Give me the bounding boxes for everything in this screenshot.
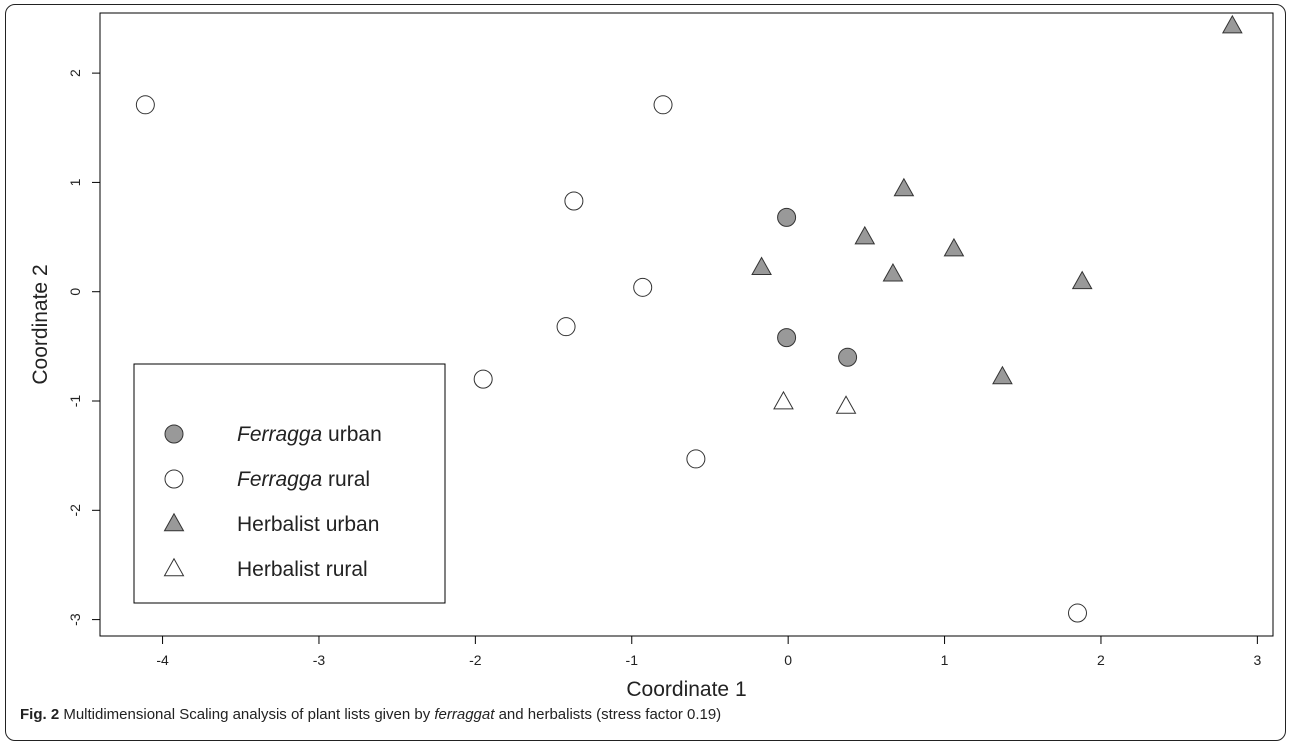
y-tick-label: 0 <box>67 288 83 296</box>
data-point-circle <box>1068 603 1087 623</box>
legend-marker <box>164 469 184 489</box>
data-point-triangle <box>1071 270 1093 290</box>
x-tick-label: -1 <box>626 652 639 668</box>
data-point-triangle <box>893 177 915 197</box>
data-point-circle <box>564 191 584 211</box>
figure-caption: Fig. 2 Multidimensional Scaling analysis… <box>20 706 721 723</box>
data-point-triangle <box>773 390 794 410</box>
y-tick-label: -3 <box>67 613 83 626</box>
data-point-circle <box>653 95 673 115</box>
x-tick-label: -2 <box>469 652 482 668</box>
legend-entry-label: Herbalist rural <box>237 558 368 581</box>
caption-label: Fig. 2 <box>20 706 60 723</box>
x-tick-label: 1 <box>941 652 949 668</box>
data-point-circle <box>777 207 797 227</box>
legend-marker <box>164 424 184 444</box>
x-axis-label: Coordinate 1 <box>626 678 746 701</box>
caption-text-before: Multidimensional Scaling analysis of pla… <box>59 706 435 723</box>
legend-entry-label: Herbalist urban <box>237 513 379 536</box>
data-point-circle <box>135 95 155 115</box>
y-tick-label: 2 <box>67 69 83 77</box>
data-point-triangle <box>882 262 904 282</box>
legend-entry-label: Ferragga urban <box>237 423 382 446</box>
data-point-triangle <box>943 237 965 257</box>
y-tick-label: -2 <box>67 504 83 517</box>
x-tick-label: 2 <box>1097 652 1105 668</box>
legend-marker <box>163 512 185 532</box>
data-point-circle <box>556 317 576 337</box>
x-tick-label: -4 <box>156 652 169 668</box>
y-tick-label: -1 <box>67 395 83 408</box>
x-tick-label: -3 <box>313 652 326 668</box>
data-point-circle <box>686 449 706 469</box>
legend-box <box>133 363 446 604</box>
legend-marker <box>163 557 185 577</box>
data-point-circle <box>633 277 653 297</box>
data-point-circle <box>473 369 493 389</box>
x-tick-label: 3 <box>1253 652 1261 668</box>
data-point-triangle <box>992 365 1013 385</box>
data-point-triangle <box>854 225 876 245</box>
x-tick-label: 0 <box>784 652 792 668</box>
data-point-triangle <box>751 256 772 275</box>
y-axis-label: Coordinate 2 <box>29 264 52 384</box>
caption-text-after: and herbalists (stress factor 0.19) <box>494 706 722 723</box>
caption-italic: ferraggat <box>434 706 495 723</box>
data-point-triangle <box>835 395 857 414</box>
data-point-circle <box>777 328 797 348</box>
legend-entry-label: Ferragga rural <box>237 468 370 491</box>
y-tick-label: 1 <box>67 178 83 186</box>
data-point-circle <box>838 347 858 367</box>
plot-area <box>99 12 1274 637</box>
data-point-triangle <box>1221 14 1243 34</box>
